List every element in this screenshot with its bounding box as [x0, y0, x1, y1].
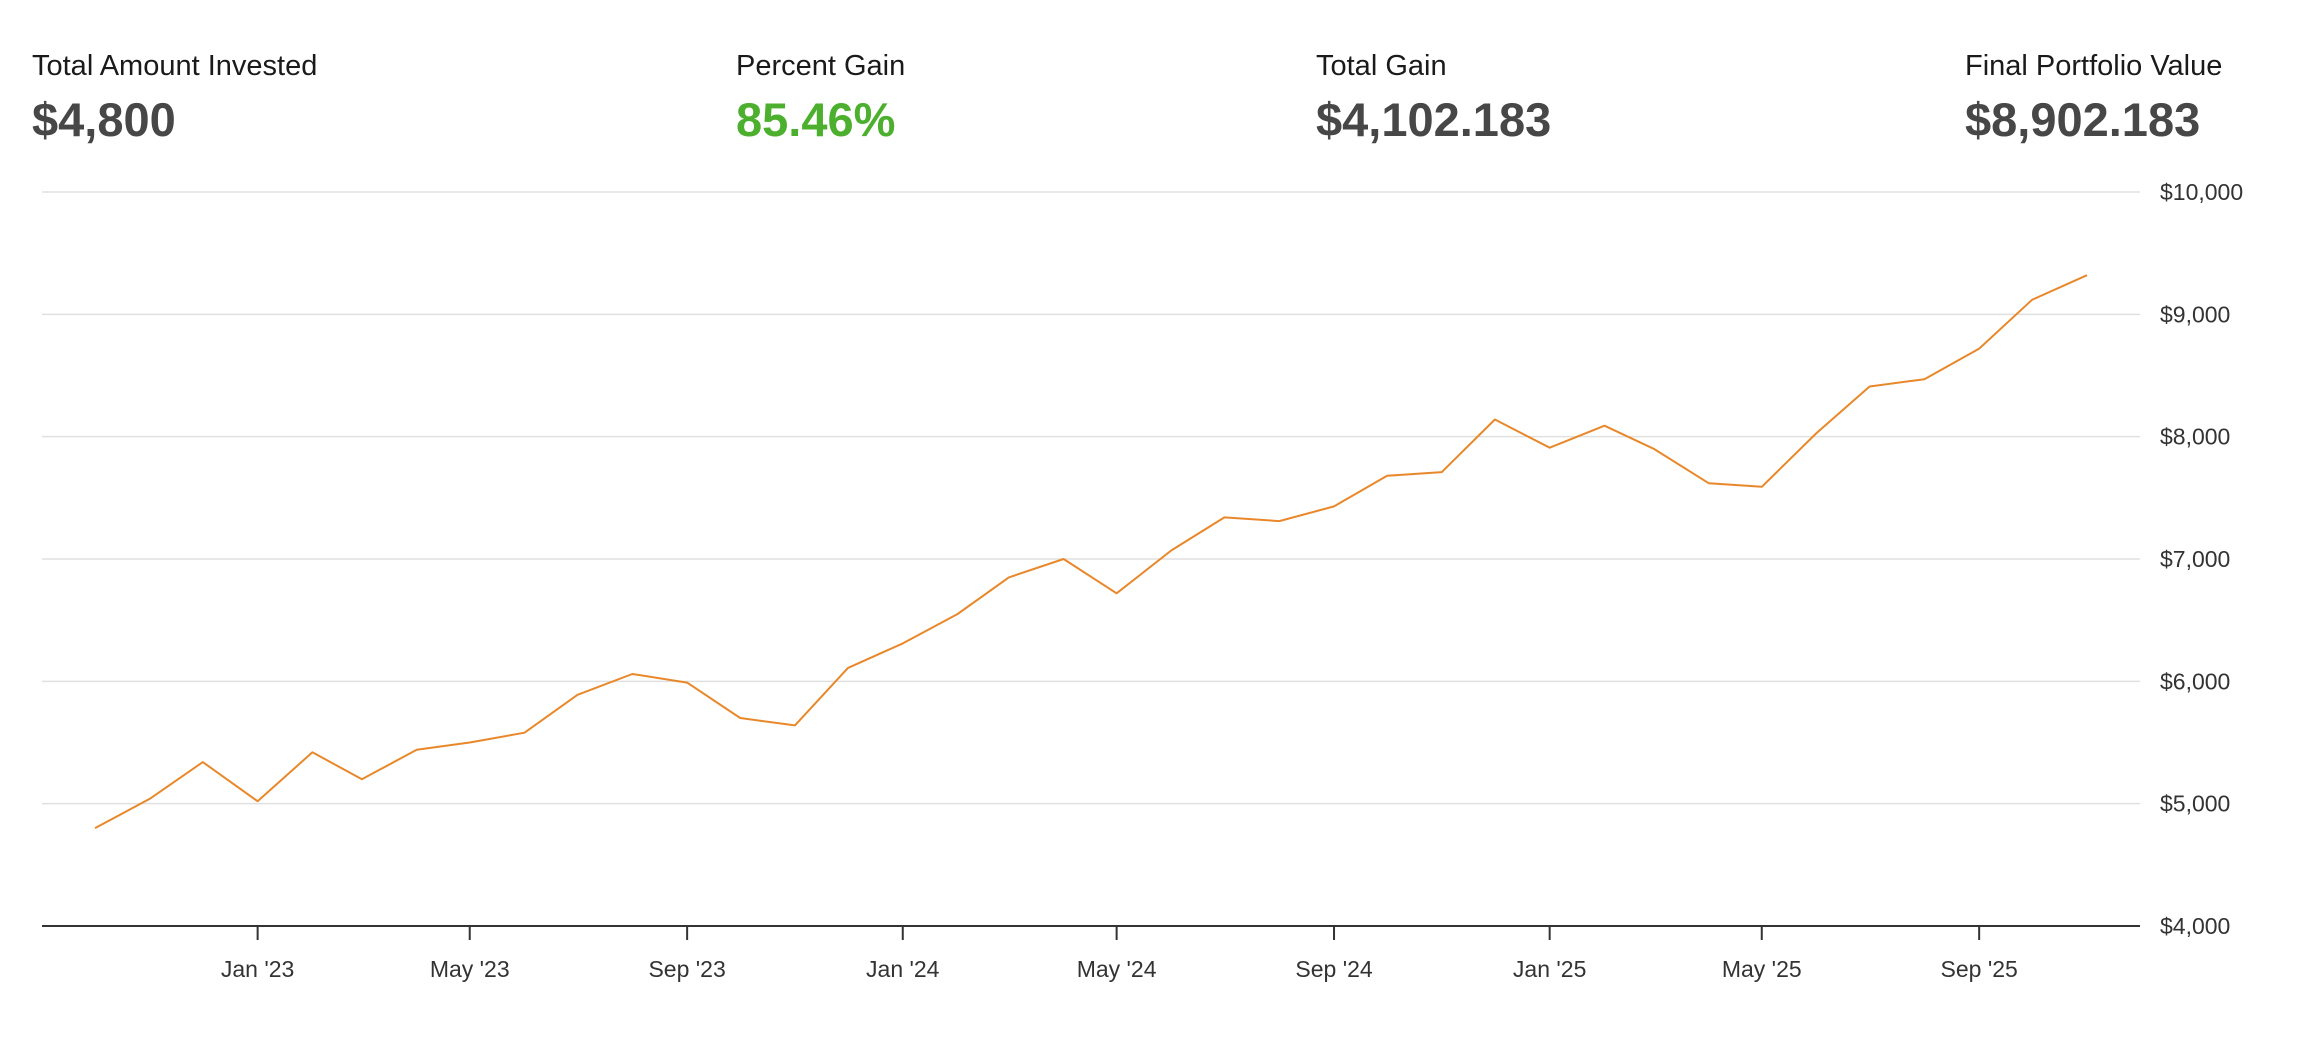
x-tick-label: May '24 — [1077, 956, 1157, 982]
percent-gain-value: 85.46% — [736, 93, 896, 146]
y-tick-label: $8,000 — [2160, 424, 2230, 450]
x-tick-label: May '23 — [430, 956, 510, 982]
x-tick-label: Sep '23 — [648, 956, 725, 982]
percent-gain-stat: Percent Gain 85.46% — [736, 46, 905, 150]
total-invested-label: Total Amount Invested — [32, 50, 318, 82]
final-value-stat: Final Portfolio Value $8,902.183 — [1965, 46, 2222, 150]
x-tick-label: Jan '23 — [221, 956, 294, 982]
x-tick-label: Jan '25 — [1513, 956, 1586, 982]
x-tick-label: Sep '24 — [1295, 956, 1372, 982]
y-tick-label: $7,000 — [2160, 546, 2230, 572]
percent-gain-label: Percent Gain — [736, 50, 906, 82]
final-value-label: Final Portfolio Value — [1965, 50, 2223, 82]
total-invested-stat: Total Amount Invested $4,800 — [32, 46, 317, 150]
y-tick-label: $6,000 — [2160, 668, 2230, 694]
y-tick-label: $9,000 — [2160, 301, 2230, 327]
total-invested-value: $4,800 — [32, 93, 176, 146]
x-tick-label: May '25 — [1722, 956, 1802, 982]
y-tick-label: $4,000 — [2160, 913, 2230, 939]
total-gain-value: $4,102.183 — [1316, 93, 1552, 146]
y-tick-label: $10,000 — [2160, 179, 2243, 205]
x-tick-label: Jan '24 — [866, 956, 940, 982]
final-value-value: $8,902.183 — [1965, 93, 2201, 146]
x-tick-label: Sep '25 — [1941, 956, 2018, 982]
total-gain-label: Total Gain — [1316, 50, 1447, 82]
total-gain-stat: Total Gain $4,102.183 — [1316, 46, 1551, 150]
y-tick-label: $5,000 — [2160, 791, 2230, 817]
portfolio-value-line — [94, 274, 2088, 829]
